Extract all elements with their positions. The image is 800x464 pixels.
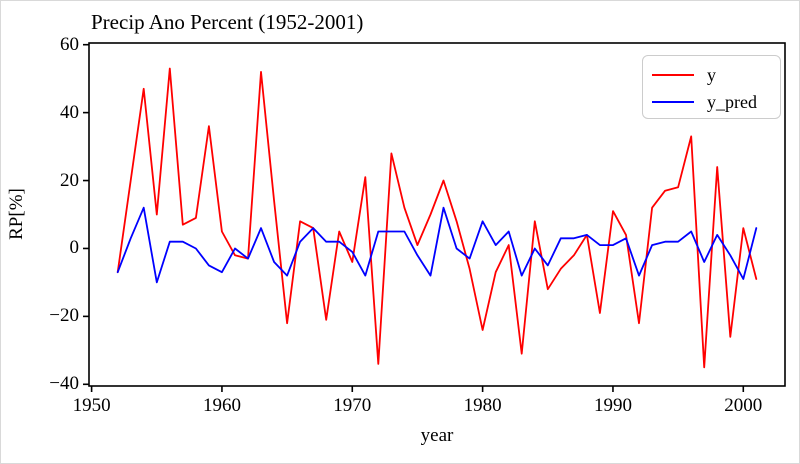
legend: y y_pred bbox=[642, 55, 781, 119]
series-line-y_pred bbox=[116, 206, 758, 284]
x-tick-label: 1990 bbox=[593, 395, 632, 416]
y-tick-label: 60 bbox=[60, 33, 79, 55]
legend-item-y-pred: y_pred bbox=[652, 88, 780, 115]
y-tick-label: 20 bbox=[60, 169, 79, 191]
y-axis-label: RP[%] bbox=[6, 188, 27, 240]
y-tick-label: 40 bbox=[60, 101, 79, 123]
x-axis-label: year bbox=[420, 425, 454, 446]
x-tick-label: 1980 bbox=[463, 395, 502, 416]
x-tick-label: 1950 bbox=[72, 395, 111, 416]
legend-label-y-pred: y_pred bbox=[707, 91, 757, 112]
y-tick-label: −40 bbox=[49, 373, 79, 395]
x-tick-label: 1960 bbox=[202, 395, 241, 416]
legend-item-y: y bbox=[652, 61, 780, 88]
x-tick-label: 1970 bbox=[333, 395, 372, 416]
chart-title: Precip Ano Percent (1952-2001) bbox=[91, 10, 364, 34]
legend-line-sample-blue bbox=[652, 100, 694, 103]
y-tick-label: 0 bbox=[69, 237, 80, 259]
axes-frame bbox=[88, 42, 786, 387]
y-tick-label: −20 bbox=[49, 305, 79, 327]
legend-label-y: y bbox=[707, 64, 716, 85]
legend-line-sample-red bbox=[652, 73, 694, 76]
series-line-y bbox=[116, 67, 758, 369]
x-tick-label: 2000 bbox=[724, 395, 763, 416]
